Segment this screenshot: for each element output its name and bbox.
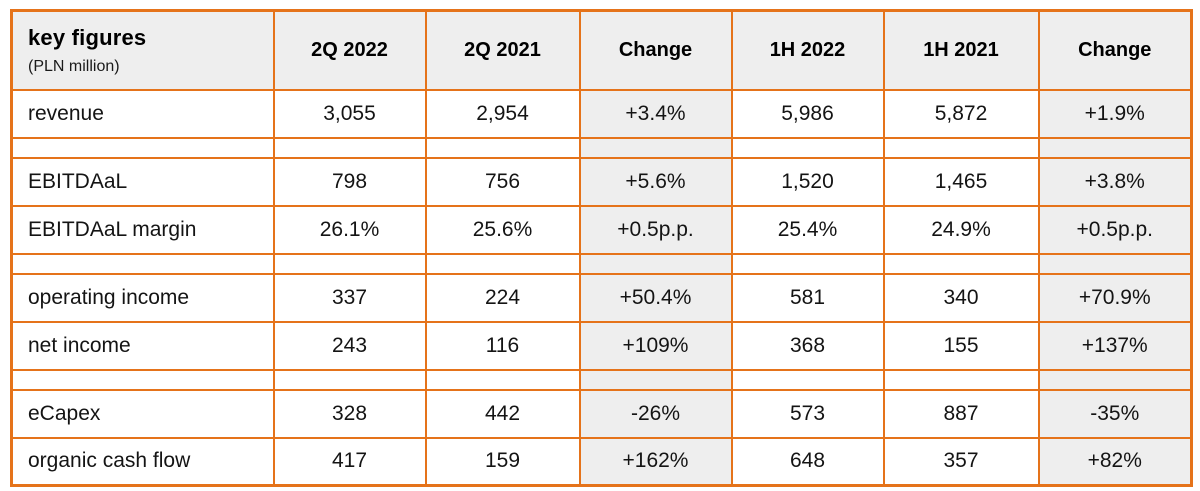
value-cell: 798 <box>272 156 427 207</box>
spacer-cell <box>424 252 581 275</box>
row-label: organic cash flow <box>10 436 275 487</box>
row-label: operating income <box>10 272 275 323</box>
table-body: revenue 3,055 2,954 +3.4% 5,986 5,872 +1.9% EBI… <box>10 88 1193 487</box>
row-organic-cash-flow: organic cash flow 417 159 +162% 648 357 +82% <box>10 436 1193 487</box>
value-cell: 155 <box>882 320 1040 371</box>
value-cell: 581 <box>730 272 885 323</box>
row-label: EBITDAaL <box>10 156 275 207</box>
spacer-cell <box>272 252 427 275</box>
value-cell: 24.9% <box>882 204 1040 255</box>
column-header-1h-2021: 1H 2021 <box>882 9 1040 91</box>
value-cell: 5,986 <box>730 88 885 139</box>
row-label: EBITDAaL margin <box>10 204 275 255</box>
spacer-cell <box>424 136 581 159</box>
spacer-row <box>10 252 1193 275</box>
spacer-cell <box>10 252 275 275</box>
value-cell: 357 <box>882 436 1040 487</box>
change-cell: +3.4% <box>578 88 733 139</box>
row-ebitdaal-margin: EBITDAaL margin 26.1% 25.6% +0.5p.p. 25.4% 24… <box>10 204 1193 255</box>
change-cell: +137% <box>1037 320 1193 371</box>
value-cell: 417 <box>272 436 427 487</box>
spacer-row <box>10 136 1193 159</box>
value-cell: 573 <box>730 388 885 439</box>
value-cell: 26.1% <box>272 204 427 255</box>
value-cell: 25.6% <box>424 204 581 255</box>
spacer-cell <box>10 368 275 391</box>
spacer-cell <box>10 136 275 159</box>
row-label: net income <box>10 320 275 371</box>
value-cell: 1,465 <box>882 156 1040 207</box>
value-cell: 1,520 <box>730 156 885 207</box>
change-cell: +109% <box>578 320 733 371</box>
value-cell: 887 <box>882 388 1040 439</box>
table-title-cell: key figures (PLN million) <box>10 9 275 91</box>
value-cell: 243 <box>272 320 427 371</box>
value-cell: 328 <box>272 388 427 439</box>
spacer-row <box>10 368 1193 391</box>
value-cell: 3,055 <box>272 88 427 139</box>
row-label: eCapex <box>10 388 275 439</box>
value-cell: 337 <box>272 272 427 323</box>
row-revenue: revenue 3,055 2,954 +3.4% 5,986 5,872 +1.9% <box>10 88 1193 139</box>
table-subtitle: (PLN million) <box>28 57 120 75</box>
value-cell: 116 <box>424 320 581 371</box>
change-cell: +82% <box>1037 436 1193 487</box>
spacer-cell <box>578 368 733 391</box>
header-row: key figures (PLN million) 2Q 2022 2Q 2021… <box>10 9 1193 91</box>
spacer-cell <box>882 136 1040 159</box>
column-header-change-5: Change <box>1037 9 1193 91</box>
value-cell: 224 <box>424 272 581 323</box>
column-header-2q-2022: 2Q 2022 <box>272 9 427 91</box>
spacer-cell <box>730 252 885 275</box>
table-title: key figures <box>28 24 147 50</box>
value-cell: 368 <box>730 320 885 371</box>
spacer-cell <box>882 368 1040 391</box>
change-cell: +5.6% <box>578 156 733 207</box>
spacer-cell <box>424 368 581 391</box>
change-cell: +3.8% <box>1037 156 1193 207</box>
value-cell: 340 <box>882 272 1040 323</box>
spacer-cell <box>1037 252 1193 275</box>
change-cell: +0.5p.p. <box>578 204 733 255</box>
spacer-cell <box>578 136 733 159</box>
value-cell: 756 <box>424 156 581 207</box>
spacer-cell <box>578 252 733 275</box>
change-cell: +50.4% <box>578 272 733 323</box>
spacer-cell <box>272 136 427 159</box>
row-net-income: net income 243 116 +109% 368 155 +137% <box>10 320 1193 371</box>
change-cell: +0.5p.p. <box>1037 204 1193 255</box>
row-operating-income: operating income 337 224 +50.4% 581 340 +70.9% <box>10 272 1193 323</box>
spacer-cell <box>1037 136 1193 159</box>
value-cell: 2,954 <box>424 88 581 139</box>
column-header-1h-2022: 1H 2022 <box>730 9 885 91</box>
change-cell: -26% <box>578 388 733 439</box>
row-label: revenue <box>10 88 275 139</box>
change-cell: +1.9% <box>1037 88 1193 139</box>
value-cell: 25.4% <box>730 204 885 255</box>
spacer-cell <box>730 368 885 391</box>
column-header-change-2: Change <box>578 9 733 91</box>
spacer-cell <box>272 368 427 391</box>
spacer-cell <box>882 252 1040 275</box>
row-ebitdaal: EBITDAaL 798 756 +5.6% 1,520 1,465 +3.8% <box>10 156 1193 207</box>
value-cell: 442 <box>424 388 581 439</box>
change-cell: -35% <box>1037 388 1193 439</box>
column-header-2q-2021: 2Q 2021 <box>424 9 581 91</box>
spacer-cell <box>730 136 885 159</box>
spacer-cell <box>1037 368 1193 391</box>
value-cell: 159 <box>424 436 581 487</box>
change-cell: +70.9% <box>1037 272 1193 323</box>
value-cell: 648 <box>730 436 885 487</box>
key-figures-table: key figures (PLN million) 2Q 2022 2Q 2021… <box>10 9 1193 487</box>
change-cell: +162% <box>578 436 733 487</box>
value-cell: 5,872 <box>882 88 1040 139</box>
row-ecapex: eCapex 328 442 -26% 573 887 -35% <box>10 388 1193 439</box>
